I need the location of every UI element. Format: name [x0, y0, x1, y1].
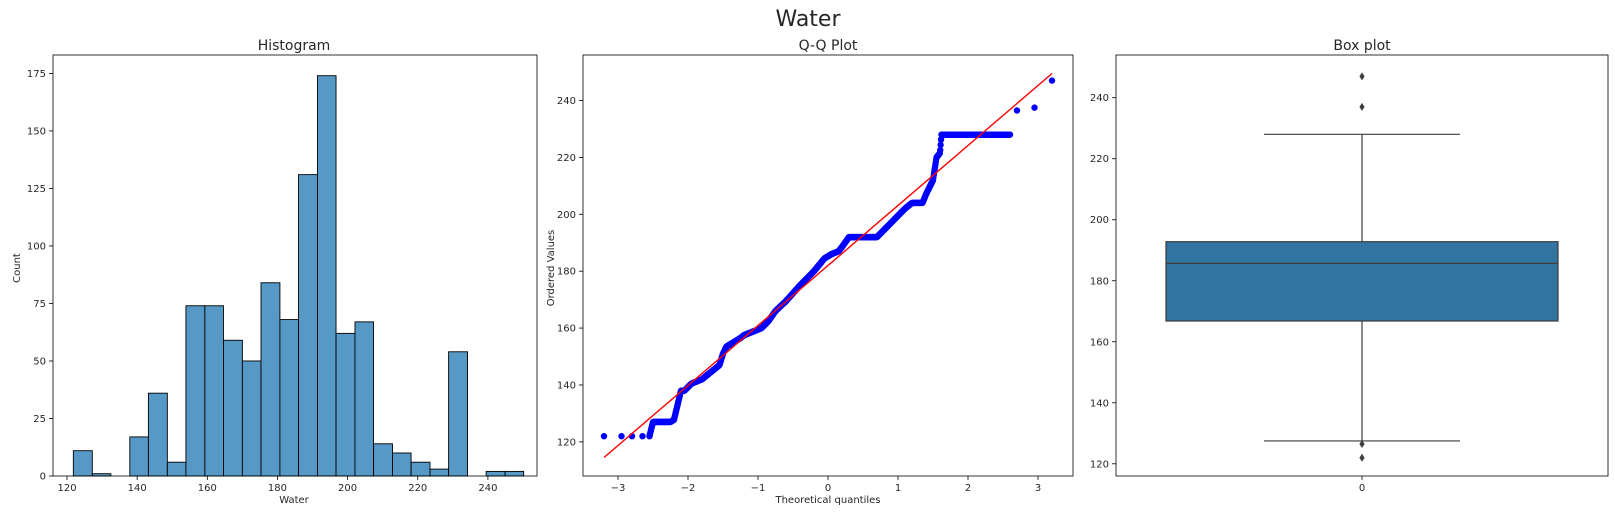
boxplot-xtick-label: 0	[1359, 483, 1365, 494]
boxplot-ytick-label: 220	[1090, 154, 1109, 165]
boxplot-outlier	[1359, 102, 1365, 111]
boxplot-ytick-label: 140	[1090, 398, 1109, 409]
qq-point	[1048, 77, 1056, 84]
histogram-ytick-label: 150	[27, 126, 46, 137]
qq-point	[937, 141, 944, 149]
histogram-bar	[410, 461, 431, 477]
histogram-bar	[448, 351, 469, 477]
histogram-xtick-label: 240	[478, 483, 497, 494]
qq-ylabel: Ordered Values	[546, 230, 557, 307]
qq-xtick-label: 2	[965, 483, 971, 494]
qq-ytick-label: 220	[557, 153, 576, 164]
qq-xlabel: Theoretical quantiles	[774, 495, 880, 506]
qq-point	[1006, 131, 1014, 138]
boxplot-ytick-label: 240	[1090, 93, 1109, 104]
histogram-bar	[279, 319, 299, 477]
qq-xtick-label: 0	[825, 483, 831, 494]
qq-ytick-label: 120	[557, 437, 576, 448]
boxplot-title: Box plot	[1333, 38, 1391, 54]
qq-xtick-label: −2	[681, 483, 696, 494]
histogram-xtick-label: 180	[268, 483, 287, 494]
qq-title: Q-Q Plot	[799, 38, 858, 54]
qq-point	[639, 432, 646, 440]
boxplot-panel: Box plot 0 120 140 160 180 200 220 240	[1090, 38, 1609, 494]
histogram-title: Histogram	[258, 38, 331, 54]
histogram-bar	[392, 452, 412, 477]
histogram-bar	[373, 443, 393, 477]
qq-xtick-label: 3	[1035, 483, 1041, 494]
histogram-bar	[298, 174, 318, 477]
histogram-bar	[354, 321, 375, 477]
qq-plot-area: −3 −2 −1 0 1 2 3 120 140 160 180 200 220 240	[557, 54, 1074, 494]
qq-point	[1013, 107, 1021, 114]
qq-ytick-label: 180	[557, 267, 576, 278]
histogram-bar	[223, 339, 243, 477]
histogram-ytick-label: 75	[33, 299, 46, 310]
histogram-bar	[166, 461, 187, 477]
qq-ytick-label: 240	[557, 96, 576, 107]
histogram-bar	[72, 450, 93, 477]
histogram-xtick-label: 220	[408, 483, 427, 494]
histogram-bar	[316, 75, 337, 477]
histogram-ytick-label: 175	[27, 69, 46, 80]
boxplot-outlier	[1359, 439, 1365, 448]
histogram-panel: Histogram Water Count 120 140 160 180 200 220…	[12, 38, 538, 506]
histogram-bar	[260, 282, 281, 477]
histogram-bar	[147, 392, 168, 477]
histogram-ytick-label: 100	[27, 241, 46, 252]
histogram-ytick-label: 0	[40, 472, 46, 483]
qq-ytick-label: 200	[557, 210, 576, 221]
histogram-frame	[52, 54, 538, 477]
histogram-xtick-label: 200	[338, 483, 357, 494]
boxplot-plot-area: 0 120 140 160 180 200 220 240	[1090, 54, 1609, 494]
qq-reference-line	[603, 72, 1053, 459]
histogram-xtick-label: 140	[128, 483, 147, 494]
histogram-xtick-label: 120	[57, 483, 76, 494]
qq-xtick-label: −1	[751, 483, 766, 494]
histogram-ytick-label: 25	[33, 414, 46, 425]
figure-title: Water	[775, 7, 841, 32]
qq-point	[937, 146, 944, 154]
histogram-bar	[429, 468, 450, 477]
boxplot-ytick-label: 160	[1090, 337, 1109, 348]
qq-point	[937, 136, 945, 143]
boxplot-outlier	[1359, 72, 1365, 81]
boxplot-box	[1165, 241, 1559, 322]
boxplot-ytick-label: 200	[1090, 215, 1109, 226]
histogram-bar	[335, 332, 356, 477]
qq-ytick-label: 140	[557, 380, 576, 391]
qq-panel: Q-Q Plot Theoretical quantiles Ordered V…	[546, 38, 1074, 506]
histogram-bar	[504, 470, 525, 477]
boxplot-ytick-label: 120	[1090, 459, 1109, 470]
qq-xtick-label: 1	[895, 483, 901, 494]
histogram-bar	[185, 305, 206, 477]
histogram-plot-area: 120 140 160 180 200 220 240 0 25 50 75 100 125 150 175	[27, 54, 538, 494]
histogram-bar	[485, 470, 506, 477]
histogram-bar	[204, 305, 224, 477]
boxplot-outlier	[1359, 453, 1365, 462]
qq-xtick-label: −3	[611, 483, 626, 494]
histogram-ytick-label: 125	[27, 184, 46, 195]
qq-point	[600, 432, 608, 440]
qq-ytick-label: 160	[557, 324, 576, 335]
histogram-ylabel: Count	[12, 253, 23, 283]
histogram-xtick-label: 160	[198, 483, 217, 494]
histogram-ytick-label: 50	[33, 356, 46, 367]
histogram-bar	[241, 360, 262, 477]
qq-point	[618, 432, 625, 440]
histogram-bar	[129, 436, 149, 477]
histogram-xlabel: Water	[279, 495, 309, 506]
qq-point	[1031, 104, 1038, 111]
boxplot-ytick-label: 180	[1090, 276, 1109, 287]
